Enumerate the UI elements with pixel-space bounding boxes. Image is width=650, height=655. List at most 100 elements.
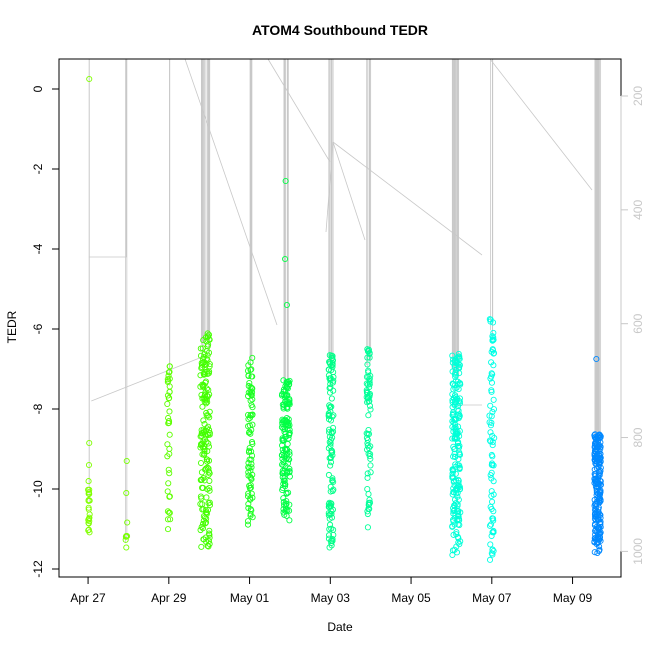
data-point	[85, 497, 92, 504]
secondary-tick-label: 600	[631, 313, 645, 333]
y-axis-label: TEDR	[5, 310, 19, 343]
data-point	[245, 423, 252, 430]
data-point	[488, 419, 495, 426]
data-point	[199, 444, 206, 451]
data-point	[245, 416, 252, 423]
data-point	[201, 448, 208, 455]
x-tick-label: May 07	[472, 591, 512, 605]
track-line	[184, 58, 278, 326]
data-point	[329, 357, 336, 364]
data-point	[206, 487, 213, 494]
data-point	[280, 509, 287, 516]
data-point	[203, 400, 210, 407]
data-point	[205, 471, 212, 479]
data-point	[203, 385, 210, 392]
data-point	[325, 471, 332, 479]
data-point	[206, 477, 213, 484]
data-point	[326, 499, 333, 506]
data-point	[330, 387, 337, 394]
track-line	[332, 141, 483, 256]
data-point	[456, 451, 464, 458]
data-point	[247, 510, 254, 517]
data-point	[487, 402, 494, 409]
data-point	[452, 392, 459, 399]
data-point	[86, 439, 93, 447]
data-point	[595, 516, 602, 523]
data-point	[490, 329, 497, 336]
data-point	[325, 512, 332, 519]
data-point	[249, 389, 256, 396]
data-point	[199, 525, 206, 532]
data-point	[364, 361, 371, 368]
data-point	[592, 527, 599, 534]
data-point	[594, 534, 601, 542]
data-point	[449, 380, 456, 387]
data-point	[205, 349, 213, 356]
data-point	[329, 413, 336, 420]
data-point	[164, 400, 171, 407]
data-point	[86, 75, 93, 83]
data-point	[246, 445, 253, 452]
data-point	[203, 465, 210, 472]
data-point	[363, 434, 370, 441]
data-point	[123, 489, 130, 497]
data-point	[455, 353, 462, 360]
data-point	[280, 405, 287, 412]
data-point	[86, 518, 93, 525]
data-point	[206, 408, 213, 415]
data-point	[286, 456, 293, 463]
data-point	[450, 395, 457, 402]
y-tick-label: -10	[31, 480, 45, 498]
data-point	[363, 387, 370, 394]
data-point	[594, 436, 601, 443]
data-point	[488, 359, 495, 366]
data-point	[489, 408, 496, 415]
data-point	[283, 512, 290, 519]
data-point	[164, 516, 172, 523]
data-point	[283, 490, 290, 497]
data-point	[248, 448, 255, 455]
data-point	[366, 379, 373, 386]
x-tick-label: May 05	[391, 591, 431, 605]
data-point	[364, 354, 371, 361]
data-point	[85, 526, 92, 533]
data-point	[596, 499, 603, 506]
data-point	[329, 487, 336, 495]
data-point	[597, 524, 604, 531]
data-point	[455, 496, 462, 503]
data-point	[592, 535, 599, 542]
data-point	[591, 510, 599, 517]
data-point	[326, 544, 333, 551]
data-point	[200, 395, 207, 402]
data-point	[202, 466, 209, 473]
data-point	[597, 496, 604, 503]
data-point	[329, 364, 336, 371]
data-point	[247, 412, 254, 419]
track-line	[267, 58, 331, 163]
data-point	[487, 375, 494, 382]
data-point	[488, 498, 496, 505]
data-point	[449, 466, 456, 473]
data-point	[326, 521, 334, 528]
data-point	[596, 470, 603, 477]
data-point	[198, 543, 205, 550]
y-tick-label: 0	[31, 85, 45, 92]
data-point	[489, 453, 496, 460]
data-point	[489, 462, 496, 469]
data-point	[330, 531, 337, 538]
data-point	[199, 484, 207, 491]
data-point	[455, 365, 462, 372]
data-point	[488, 505, 495, 513]
data-point	[86, 490, 93, 497]
data-point	[453, 358, 460, 366]
data-point	[456, 411, 463, 418]
secondary-tick-label: 400	[631, 200, 645, 220]
data-point	[284, 468, 291, 475]
data-point	[365, 369, 372, 376]
data-point	[591, 502, 598, 509]
data-point	[591, 549, 598, 556]
data-point	[456, 450, 463, 458]
data-point	[202, 379, 209, 386]
data-point	[452, 461, 459, 468]
data-point	[596, 448, 603, 455]
